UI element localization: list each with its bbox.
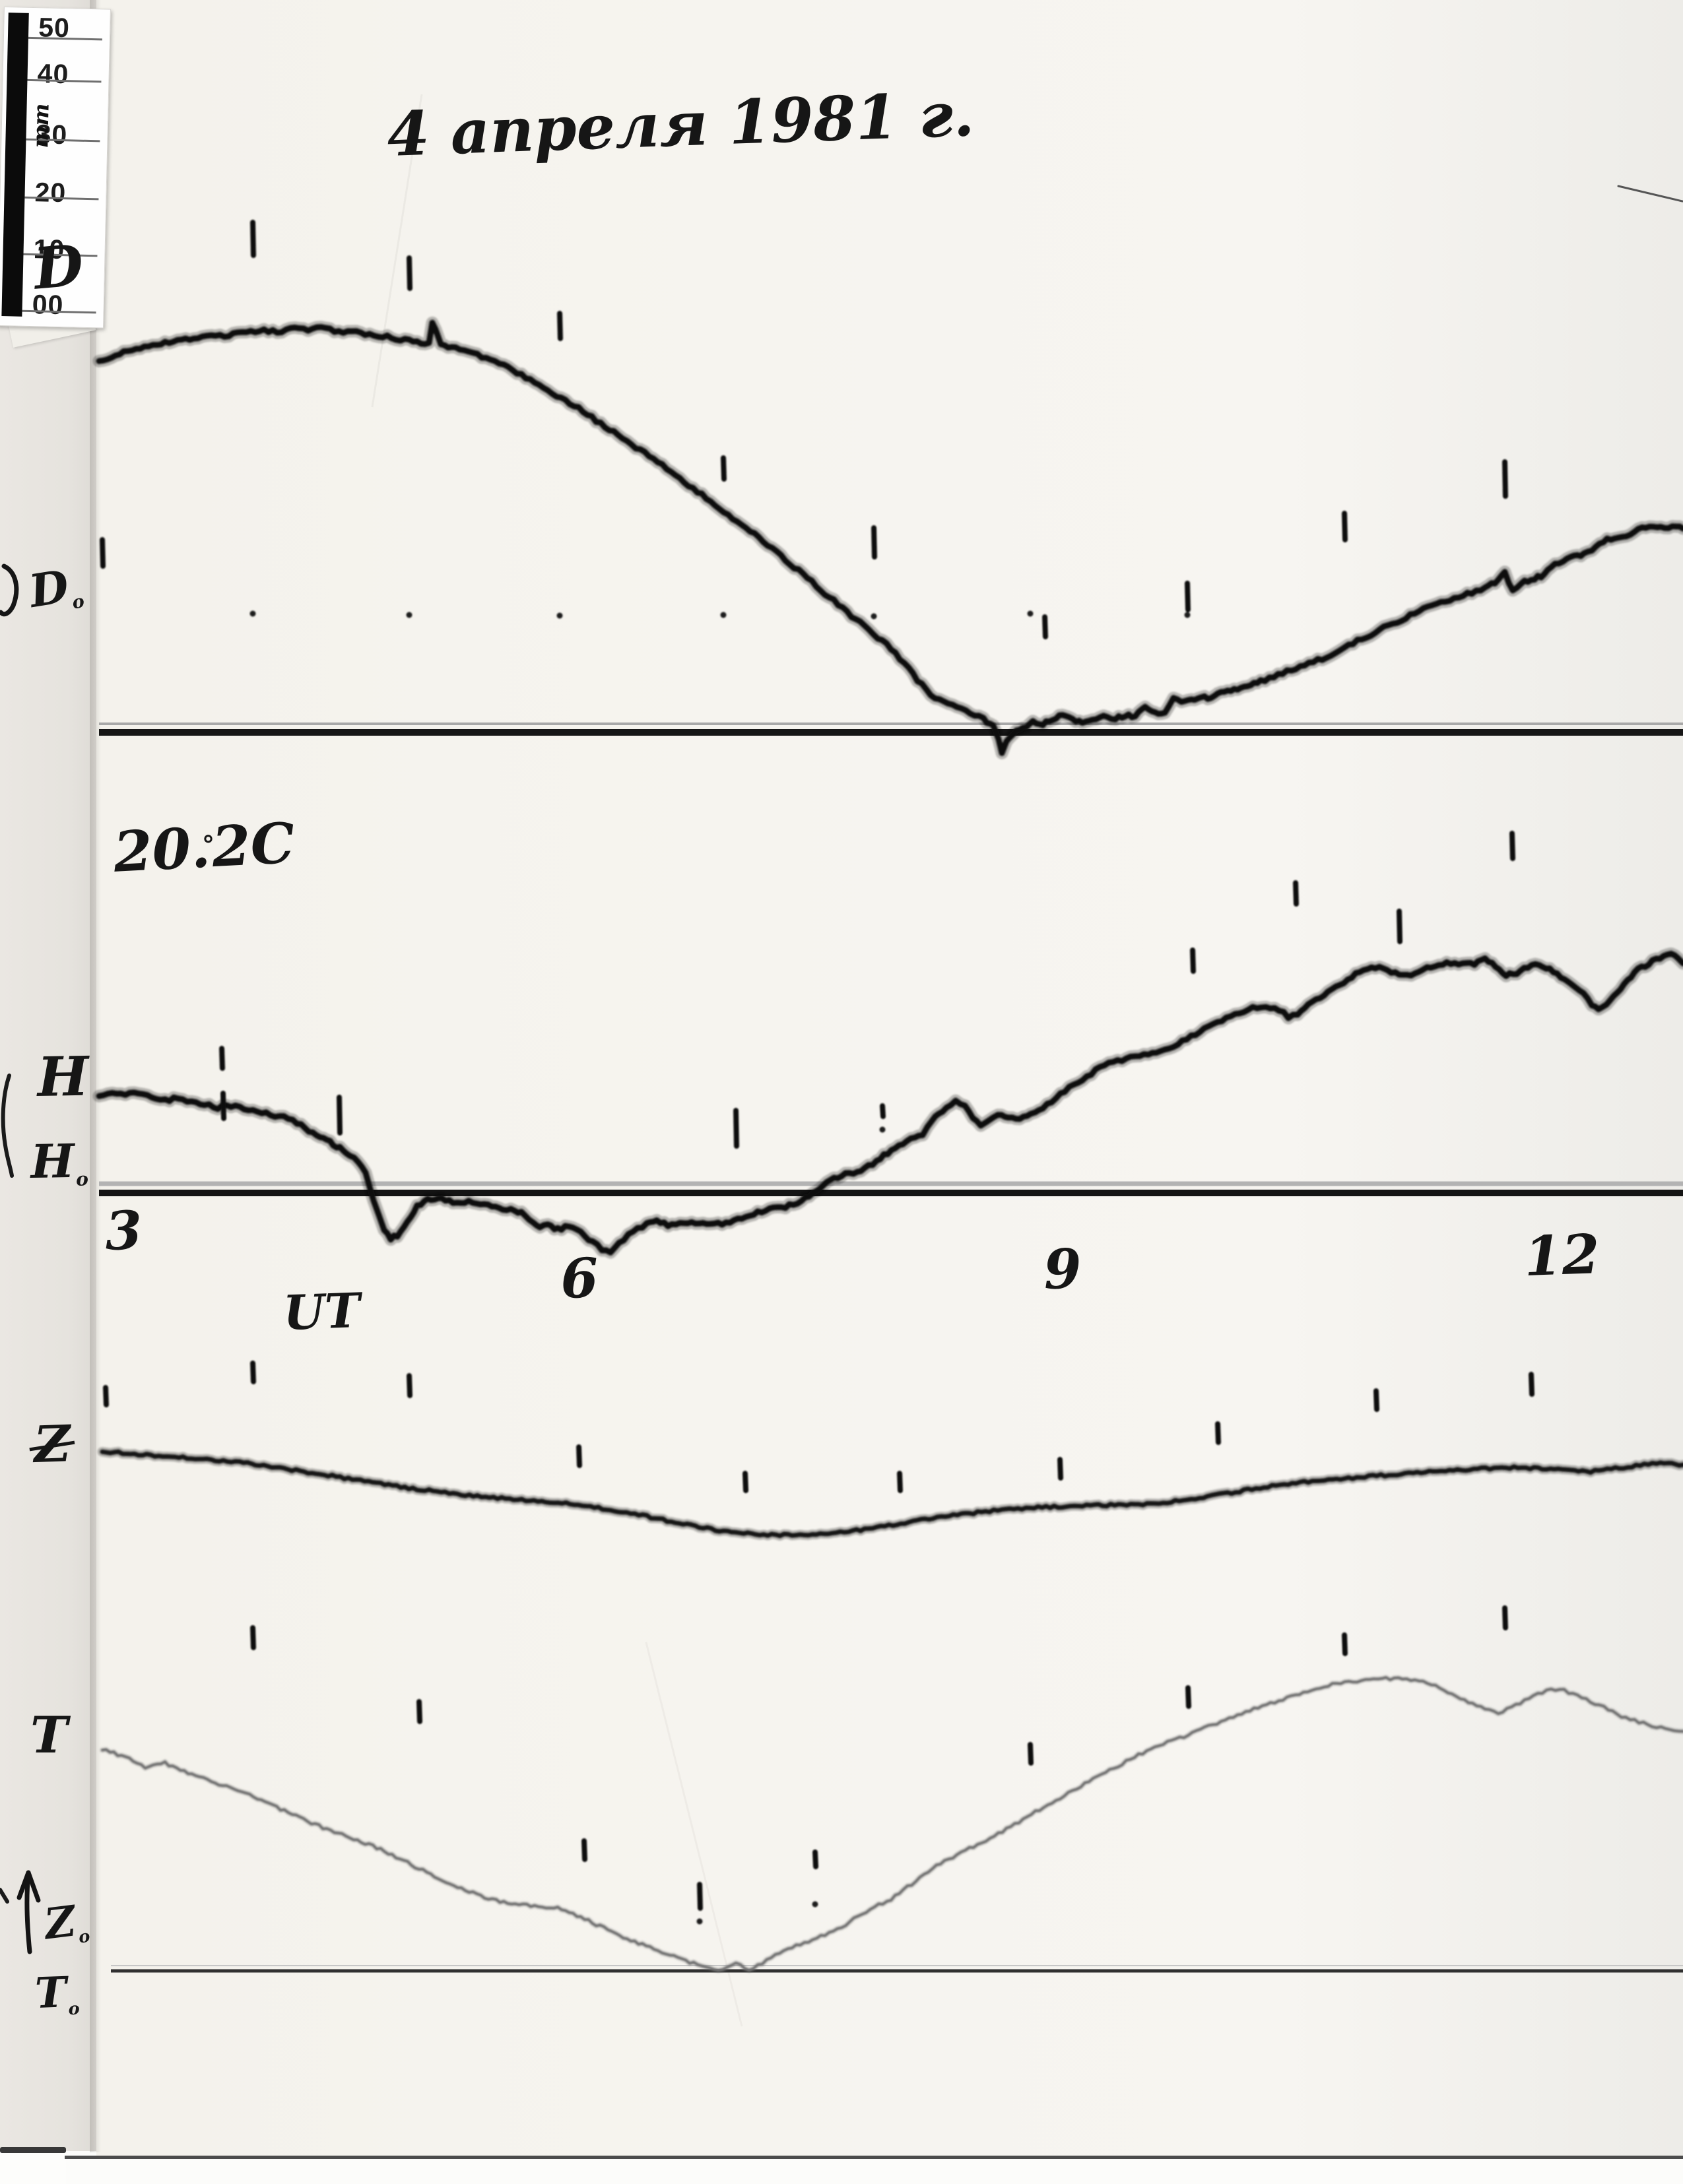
scale-tick-label: 20 [34, 177, 67, 209]
edge-dash-near-arrow [0, 1888, 9, 1904]
time-mark [880, 1103, 886, 1119]
time-dot [406, 612, 412, 618]
time-dot [879, 1126, 886, 1133]
time-mark [1185, 581, 1191, 612]
time-mark [100, 537, 106, 569]
annotation-temp-annotation: 20.°2C [112, 810, 296, 885]
traces-group [92, 316, 1683, 1974]
time-mark [812, 1849, 818, 1869]
trace-t [101, 1676, 1683, 1972]
annotation-title: 4 апреля 1981 г. [386, 79, 975, 170]
hour-label-9: 9 [1043, 1237, 1082, 1302]
trace-d [96, 319, 1683, 756]
annotation-label-z: Z [29, 1414, 75, 1474]
annotation-text: 20. [112, 814, 212, 885]
annotation-text: H [36, 1044, 90, 1109]
scale-tick-label: 40 [37, 58, 69, 90]
annotation-label-d: D [31, 232, 86, 303]
paper-bottom-edge [65, 2156, 1683, 2159]
cut-mark-near-d0 [0, 563, 19, 617]
annotation-text: UT [282, 1281, 362, 1341]
time-mark [1185, 1685, 1191, 1709]
time-mark [1028, 1742, 1034, 1766]
annotation-label-h: H [37, 1045, 89, 1109]
extra-marks-group [0, 185, 1683, 1954]
time-mark [337, 1095, 343, 1136]
ut-axis-label: UT [282, 1282, 361, 1341]
time-dot [871, 613, 877, 620]
time-mark [1529, 1372, 1534, 1397]
hour-label-6: 6 [560, 1246, 599, 1311]
annotation-text: 3 [104, 1199, 143, 1262]
time-dot [720, 612, 727, 618]
trace-h-halo [92, 947, 1683, 1259]
annotation-text: D [31, 232, 86, 303]
scale-unit-label: mm [28, 103, 54, 148]
time-mark [581, 1838, 587, 1862]
annotation-text: 2C [210, 810, 296, 880]
degree-symbol: ° [201, 830, 216, 860]
annotation-label-z0: Zo [42, 1896, 92, 1950]
annotation-text: D [26, 560, 73, 619]
hour-label-12: 12 [1523, 1223, 1600, 1289]
left-strip-bottom-edge [0, 2147, 66, 2153]
up-arrow-shaft [24, 1871, 32, 1954]
up-arrow-head-right [26, 1870, 41, 1903]
up-arrow-head-left [16, 1870, 31, 1900]
time-mark [1342, 511, 1348, 542]
annotation-text: 9 [1042, 1237, 1083, 1302]
annotation-label-t: T [30, 1710, 68, 1760]
annotation-text: 12 [1523, 1223, 1601, 1289]
trace-d-halo [92, 316, 1683, 759]
time-dot [812, 1901, 818, 1908]
trace-h [96, 950, 1683, 1256]
time-mark [416, 1699, 422, 1724]
left-paper-margin [0, 0, 96, 2151]
time-marks-group [98, 220, 1534, 1925]
trace-z [100, 1449, 1683, 1539]
time-mark [1397, 909, 1402, 944]
annotation-text: T [30, 1706, 68, 1764]
cut-mark-near-h [1, 1074, 14, 1178]
time-mark [1057, 1457, 1063, 1481]
time-dot [1027, 610, 1034, 617]
trace-t-halo [99, 1675, 1683, 1974]
annotation-label-d0: Do [26, 560, 86, 619]
time-mark [1509, 831, 1515, 861]
hour-label-3: 3 [104, 1199, 143, 1262]
annotation-label-h0: Ho [30, 1134, 89, 1190]
time-mark [1342, 1632, 1348, 1656]
time-dot [696, 1918, 703, 1925]
trace-z-halo [97, 1446, 1683, 1541]
time-dot [556, 612, 563, 619]
subscript: o [68, 1999, 81, 2019]
time-mark [220, 1091, 226, 1121]
annotation-text: H [30, 1133, 75, 1189]
annotation-text: Z [42, 1896, 79, 1950]
scale-bar [1, 13, 29, 317]
time-dot [249, 610, 256, 617]
annotation-text: 6 [559, 1246, 600, 1311]
baselines-group [99, 723, 1683, 1973]
subscript: o [77, 1926, 92, 1948]
scanner-background [0, 2153, 66, 2184]
annotation-label-t0: To [34, 1968, 81, 2019]
time-mark [1373, 1388, 1379, 1412]
subscript: o [75, 1168, 89, 1190]
scratch-top-right [1617, 185, 1683, 203]
time-mark [407, 255, 412, 291]
time-dot [1184, 612, 1191, 618]
time-mark [733, 1108, 739, 1149]
time-mark [742, 1471, 748, 1493]
time-mark [407, 1373, 412, 1398]
time-mark [721, 455, 727, 482]
annotation-text: T [34, 1968, 68, 2018]
recording-paper [96, 0, 1683, 2158]
